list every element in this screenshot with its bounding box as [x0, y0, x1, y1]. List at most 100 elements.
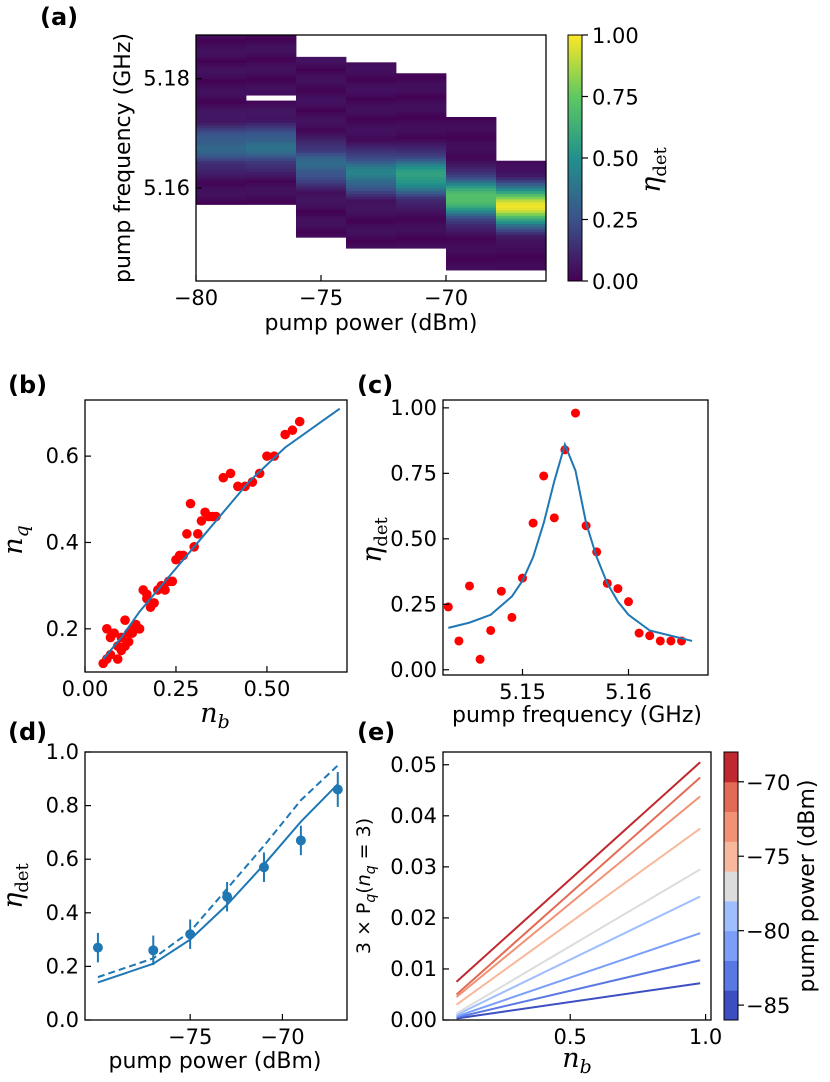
- heatmap-cell: [396, 245, 447, 249]
- heatmap-cell: [346, 106, 397, 110]
- heatmap-cell: [246, 70, 297, 74]
- heatmap-cell: [346, 100, 397, 104]
- heatmap-cell: [246, 141, 297, 145]
- heatmap-cell: [346, 242, 397, 246]
- heatmap-cell: [246, 190, 297, 194]
- panel-b-frame: [84, 399, 348, 673]
- heatmap-cell: [446, 250, 497, 255]
- heatmap-cell: [246, 56, 297, 60]
- heatmap-cell: [346, 65, 397, 69]
- heatmap-cell: [196, 125, 247, 129]
- colorbar-e-ticks: −85 −80 −75 −70: [738, 771, 790, 1018]
- panel-e-ytick: 0.01: [390, 957, 437, 981]
- heatmap-cell: [396, 188, 447, 192]
- heatmap-cell: [196, 122, 247, 126]
- panel-d: (d) −75 −70 0.0 0.2 0.4 0.6 0.8 1.0 pump power …: [0, 718, 348, 1074]
- heatmap-cell: [246, 117, 297, 121]
- heatmap-cell: [396, 100, 447, 104]
- heatmap-cell: [246, 108, 297, 112]
- heatmap-cell: [246, 147, 297, 151]
- heatmap-cell: [346, 207, 397, 211]
- heatmap-cell: [246, 111, 297, 115]
- heatmap-cell: [296, 138, 347, 142]
- heatmap-cell: [296, 231, 347, 235]
- panel-b-ytick: 0.4: [46, 530, 79, 554]
- panel-c-ytick: 0.75: [390, 461, 437, 485]
- heatmap-cell: [196, 56, 247, 60]
- heatmap-cell: [346, 136, 397, 140]
- heatmap-cell: [396, 122, 447, 126]
- heatmap-cell: [446, 179, 497, 183]
- heatmap-cell: [196, 166, 247, 170]
- heatmap-cell: [396, 106, 447, 110]
- heatmap-cell: [196, 37, 247, 41]
- heatmap-cell: [346, 223, 397, 227]
- heatmap-cell: [296, 95, 347, 99]
- heatmap-cell: [346, 168, 397, 173]
- heatmap-cell: [346, 130, 397, 134]
- heatmap-cell: [446, 240, 497, 244]
- panel-c-xlabel: pump frequency (GHz): [452, 703, 702, 728]
- panel-e-xlabel: nb: [562, 1043, 592, 1078]
- fit-line: [448, 441, 693, 642]
- heatmap-cell: [296, 76, 347, 80]
- heatmap-cell: [496, 177, 547, 181]
- heatmap-cell: [296, 108, 347, 112]
- heatmap-cell: [346, 89, 397, 93]
- heatmap-cell: [346, 190, 397, 194]
- heatmap-cell: [246, 40, 297, 44]
- heatmap-cell: [396, 81, 447, 85]
- heatmap-cell: [296, 152, 347, 156]
- heatmap-cell: [446, 231, 497, 235]
- heatmap-cell: [496, 242, 547, 246]
- data-point: [149, 598, 159, 608]
- heatmap-cell: [446, 163, 497, 167]
- heatmap-cell: [346, 166, 397, 170]
- heatmap-cell: [496, 226, 547, 230]
- heatmap-cell: [446, 144, 497, 148]
- heatmap-cell: [396, 229, 447, 233]
- heatmap-cell: [396, 73, 447, 77]
- heatmap-cell: [296, 168, 347, 173]
- data-point: [269, 451, 280, 461]
- colorbar-a-ticks: 0.00 0.25 0.50 0.75 1.00: [582, 24, 639, 294]
- heatmap-cell: [296, 179, 347, 183]
- data-point: [185, 929, 196, 940]
- panel-e-label: (e): [357, 718, 395, 746]
- heatmap-cell: [346, 97, 397, 101]
- heatmap-cell: [246, 163, 297, 167]
- heatmap-cell: [446, 177, 497, 181]
- data-point: [454, 636, 464, 646]
- heatmap-cell: [296, 144, 347, 148]
- heatmap-cell: [496, 245, 547, 249]
- heatmap-cell: [396, 158, 447, 162]
- heatmap-cell: [396, 201, 447, 205]
- panel-e-xtick: 1.0: [689, 1025, 722, 1049]
- heatmap-cell: [496, 218, 547, 222]
- heatmap-cell: [196, 119, 247, 123]
- heatmap-cell: [296, 220, 347, 224]
- heatmap-cell: [296, 188, 347, 192]
- data-point: [254, 468, 265, 479]
- panel-d-ytick: 0.4: [46, 901, 79, 925]
- heatmap-cell: [496, 220, 547, 224]
- colorbar-e-tick: −75: [746, 845, 790, 869]
- heatmap-cell: [346, 149, 397, 153]
- heatmap-cell: [496, 229, 547, 233]
- data-point: [465, 581, 474, 591]
- heatmap-cell: [196, 188, 247, 192]
- heatmap-cell: [346, 209, 397, 214]
- heatmap-cell: [496, 179, 547, 183]
- heatmap-cell: [446, 193, 497, 197]
- panel-b-label: (b): [8, 371, 47, 399]
- heatmap-cell: [396, 127, 447, 132]
- heatmap-cell: [346, 127, 397, 132]
- heatmap-cell: [496, 166, 547, 170]
- heatmap-cell: [196, 160, 247, 164]
- heatmap-cell: [396, 231, 447, 235]
- heatmap-cell: [196, 199, 247, 203]
- heatmap-cell: [496, 259, 547, 263]
- heatmap-cell: [196, 78, 247, 82]
- heatmap-cell: [446, 234, 497, 238]
